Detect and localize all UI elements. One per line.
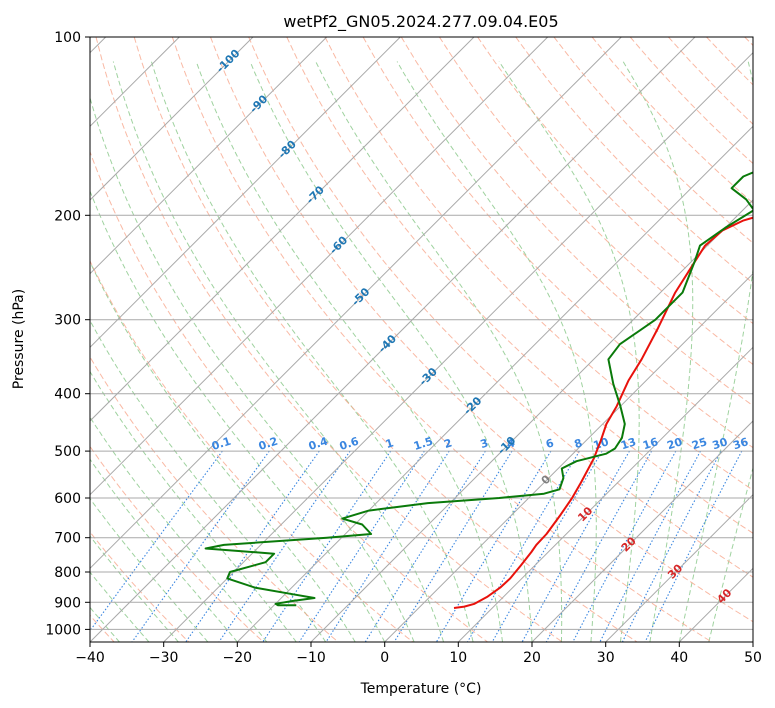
dry-adiabat-line <box>90 356 339 642</box>
mixing-ratio-line <box>218 450 351 642</box>
moist-adiabat-line <box>90 96 415 642</box>
dry-adiabat-line <box>324 37 753 491</box>
y-tick-label: 200 <box>54 208 81 224</box>
y-tick-label: 300 <box>54 313 81 329</box>
mixing-ratio-label: 16 <box>641 435 660 452</box>
isotherm-line <box>457 346 753 642</box>
y-tick-label: 700 <box>54 531 81 547</box>
x-tick-label: 10 <box>449 650 467 666</box>
moist-adiabat-line <box>315 61 563 642</box>
isotherm-line <box>236 125 753 642</box>
y-tick-label: 1000 <box>45 622 81 638</box>
mixing-ratio-line <box>621 450 722 642</box>
isotherm-line <box>605 493 753 642</box>
moist-adiabat-line <box>622 61 694 642</box>
moist-adiabat-line <box>708 466 753 642</box>
mixing-ratio-line <box>521 450 630 642</box>
y-axis-ticks: 100 200 300 400 500 600 700 800 900 1000 <box>45 30 90 638</box>
isotherm-line <box>90 37 622 570</box>
mixing-ratio-line <box>364 450 486 642</box>
isotherm-line <box>90 37 475 422</box>
mixing-ratio-line <box>90 450 223 632</box>
dry-adiabat-line <box>400 37 753 407</box>
chart-title: wetPf2_GN05.2024.277.09.04.E05 <box>283 12 558 32</box>
y-tick-label: 800 <box>54 565 81 581</box>
x-axis-ticks: −40 −30 −20 −10 0 10 20 30 40 50 <box>75 642 762 666</box>
mixing-ratio-label: 4 <box>505 436 517 451</box>
grid-lines <box>90 37 753 630</box>
isotherm-line <box>310 199 753 642</box>
y-tick-label: 900 <box>54 595 81 611</box>
x-tick-label: 0 <box>380 650 389 666</box>
x-tick-label: 20 <box>523 650 541 666</box>
mixing-ratio-line <box>545 450 653 642</box>
x-axis-label: Temperature (°C) <box>360 681 482 697</box>
moist-adiabat-line <box>90 370 297 642</box>
moist-adiabat-line <box>678 61 753 642</box>
dry-adiabat-line <box>95 37 563 642</box>
x-tick-label: −40 <box>75 650 105 666</box>
mixing-ratio-label: 0.2 <box>257 435 280 453</box>
isotherms <box>90 37 753 642</box>
moist-adiabat-line <box>195 61 503 642</box>
mixing-ratio-label: 0.1 <box>210 435 233 453</box>
mixing-ratio-line <box>298 450 425 642</box>
mixing-ratio-label: 10 <box>592 435 611 452</box>
moist-adiabat-line <box>90 189 386 642</box>
sounding-series <box>204 171 753 609</box>
mixing-ratio-label: 6 <box>544 436 556 451</box>
plot-frame <box>89 36 754 643</box>
x-tick-label: 40 <box>670 650 688 666</box>
x-tick-label: 30 <box>597 650 615 666</box>
isotherm-line <box>531 420 753 642</box>
mixing-ratio-label: 3 <box>479 436 490 451</box>
y-tick-label: 600 <box>54 491 81 507</box>
mixing-ratio-label: 20 <box>665 435 684 452</box>
mixing-ratio-line <box>599 450 701 642</box>
moist-adiabat-line <box>90 260 356 642</box>
mixing-ratio-label: 30 <box>711 435 730 452</box>
y-tick-label: 100 <box>54 30 81 46</box>
x-tick-label: −30 <box>149 650 179 666</box>
isotherm-line <box>90 37 328 275</box>
dry-adiabat-line <box>248 37 753 578</box>
dewpoint-profile-line <box>204 171 753 607</box>
dry-adiabat-line <box>90 445 264 642</box>
isotherm-line <box>90 37 549 496</box>
mixing-ratio-label: 1.5 <box>412 435 435 453</box>
y-tick-label: 500 <box>54 444 81 460</box>
isotherm-line <box>384 272 753 642</box>
y-axis-label: Pressure (hPa) <box>11 289 27 389</box>
dry-adiabat-line <box>133 37 638 642</box>
moist-adiabat-line <box>498 61 640 642</box>
x-tick-label: 50 <box>744 650 762 666</box>
x-tick-label: −20 <box>223 650 253 666</box>
mixing-ratio-line <box>467 450 580 642</box>
mixing-ratio-label: 36 <box>731 435 750 452</box>
mixing-ratio-label: 2 <box>442 436 453 451</box>
mixing-ratio-label: 0.6 <box>338 434 361 452</box>
y-tick-label: 400 <box>54 387 81 403</box>
dry-adiabat-line <box>171 37 712 642</box>
moist-adiabat-line <box>396 61 597 642</box>
isotherm-line <box>90 37 696 642</box>
dry-adiabat-line <box>362 37 753 449</box>
moist-adiabat-line <box>150 61 474 642</box>
x-tick-label: −10 <box>296 650 326 666</box>
mixing-ratio-line <box>185 450 320 642</box>
dry-adiabat-line <box>286 37 753 534</box>
mixing-ratio-line <box>572 450 677 642</box>
isotherm-line <box>90 37 401 349</box>
temperature-profile-line <box>453 216 753 609</box>
mixing-ratio-label: 13 <box>619 435 638 452</box>
mixing-ratio-label: 1 <box>384 436 395 451</box>
moist-adiabat-line <box>249 61 533 642</box>
dry-adiabat-line <box>90 150 488 642</box>
mixing-ratio-label: 0.4 <box>307 434 330 452</box>
mixing-ratio-label: 25 <box>690 435 709 452</box>
isotherm-line <box>90 37 254 201</box>
moist-adiabats <box>90 61 753 642</box>
mixing-ratio-label: 8 <box>573 436 584 451</box>
